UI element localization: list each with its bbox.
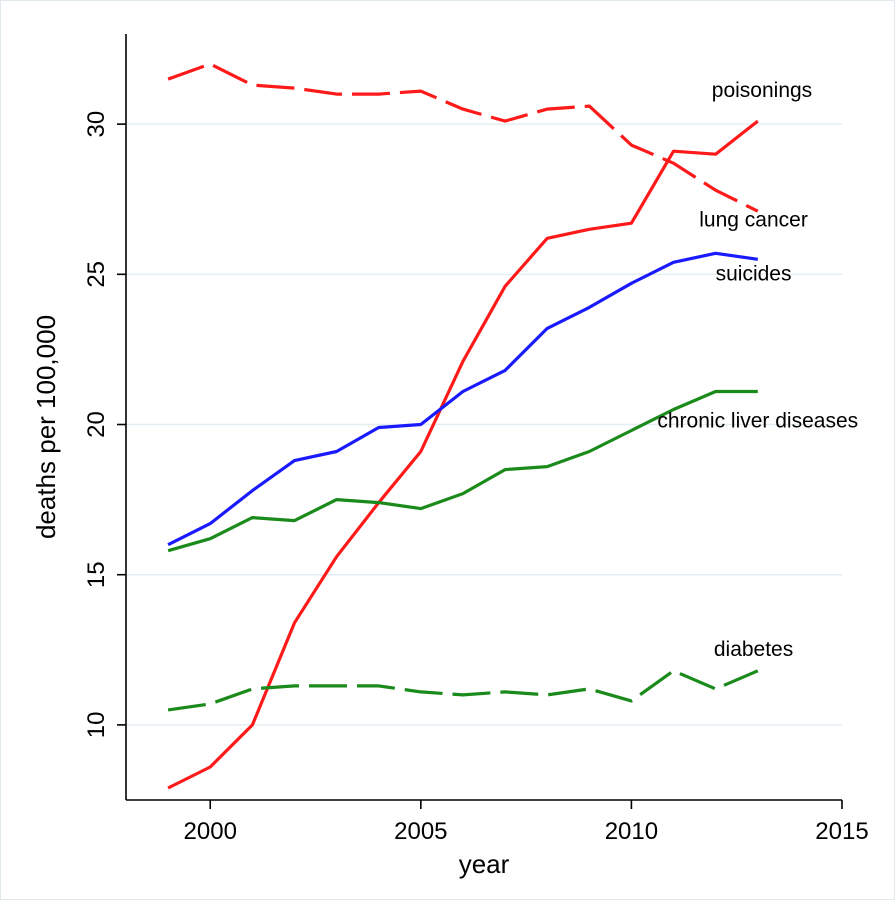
- x-tick-label: 2000: [184, 818, 237, 845]
- series-line-diabetes: [167, 669, 759, 712]
- y-tick-label: 15: [83, 561, 110, 588]
- grid-lines: [126, 123, 842, 726]
- y-tick-label: 25: [83, 261, 110, 288]
- series-label-poisonings: poisonings: [712, 79, 812, 102]
- series-labels: poisonings lung cancer suicides chronic liv…: [657, 79, 858, 661]
- series-label-chronic-liver-diseases: chronic liver diseases: [657, 410, 858, 433]
- series-label-diabetes: diabetes: [714, 638, 793, 661]
- x-axis-ticks: 2000 2005 2010 2015: [184, 800, 869, 845]
- y-tick-label: 10: [83, 712, 110, 739]
- series-line-poisonings: [167, 119, 759, 790]
- y-tick-label: 20: [83, 411, 110, 438]
- x-tick-label: 2005: [394, 818, 447, 845]
- x-axis-title: year: [459, 849, 510, 879]
- y-axis-title: deaths per 100,000: [31, 315, 61, 539]
- series-line-suicides: [167, 251, 759, 547]
- series-lines: [167, 62, 759, 790]
- y-tick-label: 30: [83, 111, 110, 138]
- series-label-lung-cancer: lung cancer: [699, 208, 808, 231]
- series-label-suicides: suicides: [716, 262, 792, 285]
- axes: [125, 34, 842, 801]
- x-tick-label: 2010: [605, 818, 658, 845]
- series-line-lung-cancer: [167, 62, 759, 213]
- series-line-chronic-liver-diseases: [167, 389, 758, 553]
- x-tick-label: 2015: [815, 818, 868, 845]
- y-axis-ticks: 10 15 20 25 30: [83, 111, 126, 738]
